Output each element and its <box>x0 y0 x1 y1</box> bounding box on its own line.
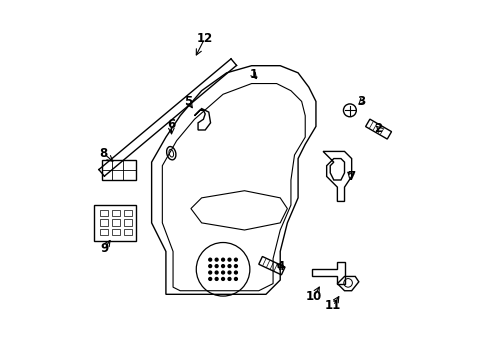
Text: 6: 6 <box>167 118 175 131</box>
Circle shape <box>221 278 224 280</box>
Circle shape <box>221 258 224 261</box>
Text: 2: 2 <box>374 122 382 135</box>
Circle shape <box>227 258 230 261</box>
Text: 10: 10 <box>305 289 322 303</box>
Circle shape <box>221 271 224 274</box>
Circle shape <box>208 278 211 280</box>
Text: 1: 1 <box>249 68 257 81</box>
Circle shape <box>234 265 237 267</box>
Circle shape <box>208 258 211 261</box>
Circle shape <box>227 278 230 280</box>
Circle shape <box>234 278 237 280</box>
Text: 5: 5 <box>183 95 192 108</box>
Circle shape <box>234 258 237 261</box>
Circle shape <box>234 271 237 274</box>
Circle shape <box>208 265 211 267</box>
Text: 3: 3 <box>357 95 365 108</box>
Circle shape <box>215 271 218 274</box>
Circle shape <box>215 258 218 261</box>
Circle shape <box>208 271 211 274</box>
Text: 12: 12 <box>196 32 212 45</box>
Text: 7: 7 <box>347 170 355 183</box>
Circle shape <box>227 271 230 274</box>
Circle shape <box>215 265 218 267</box>
Circle shape <box>221 265 224 267</box>
Text: 9: 9 <box>100 242 108 255</box>
Text: 4: 4 <box>276 260 284 273</box>
Circle shape <box>227 265 230 267</box>
Circle shape <box>215 278 218 280</box>
Text: 8: 8 <box>99 147 107 160</box>
Text: 11: 11 <box>325 299 341 312</box>
